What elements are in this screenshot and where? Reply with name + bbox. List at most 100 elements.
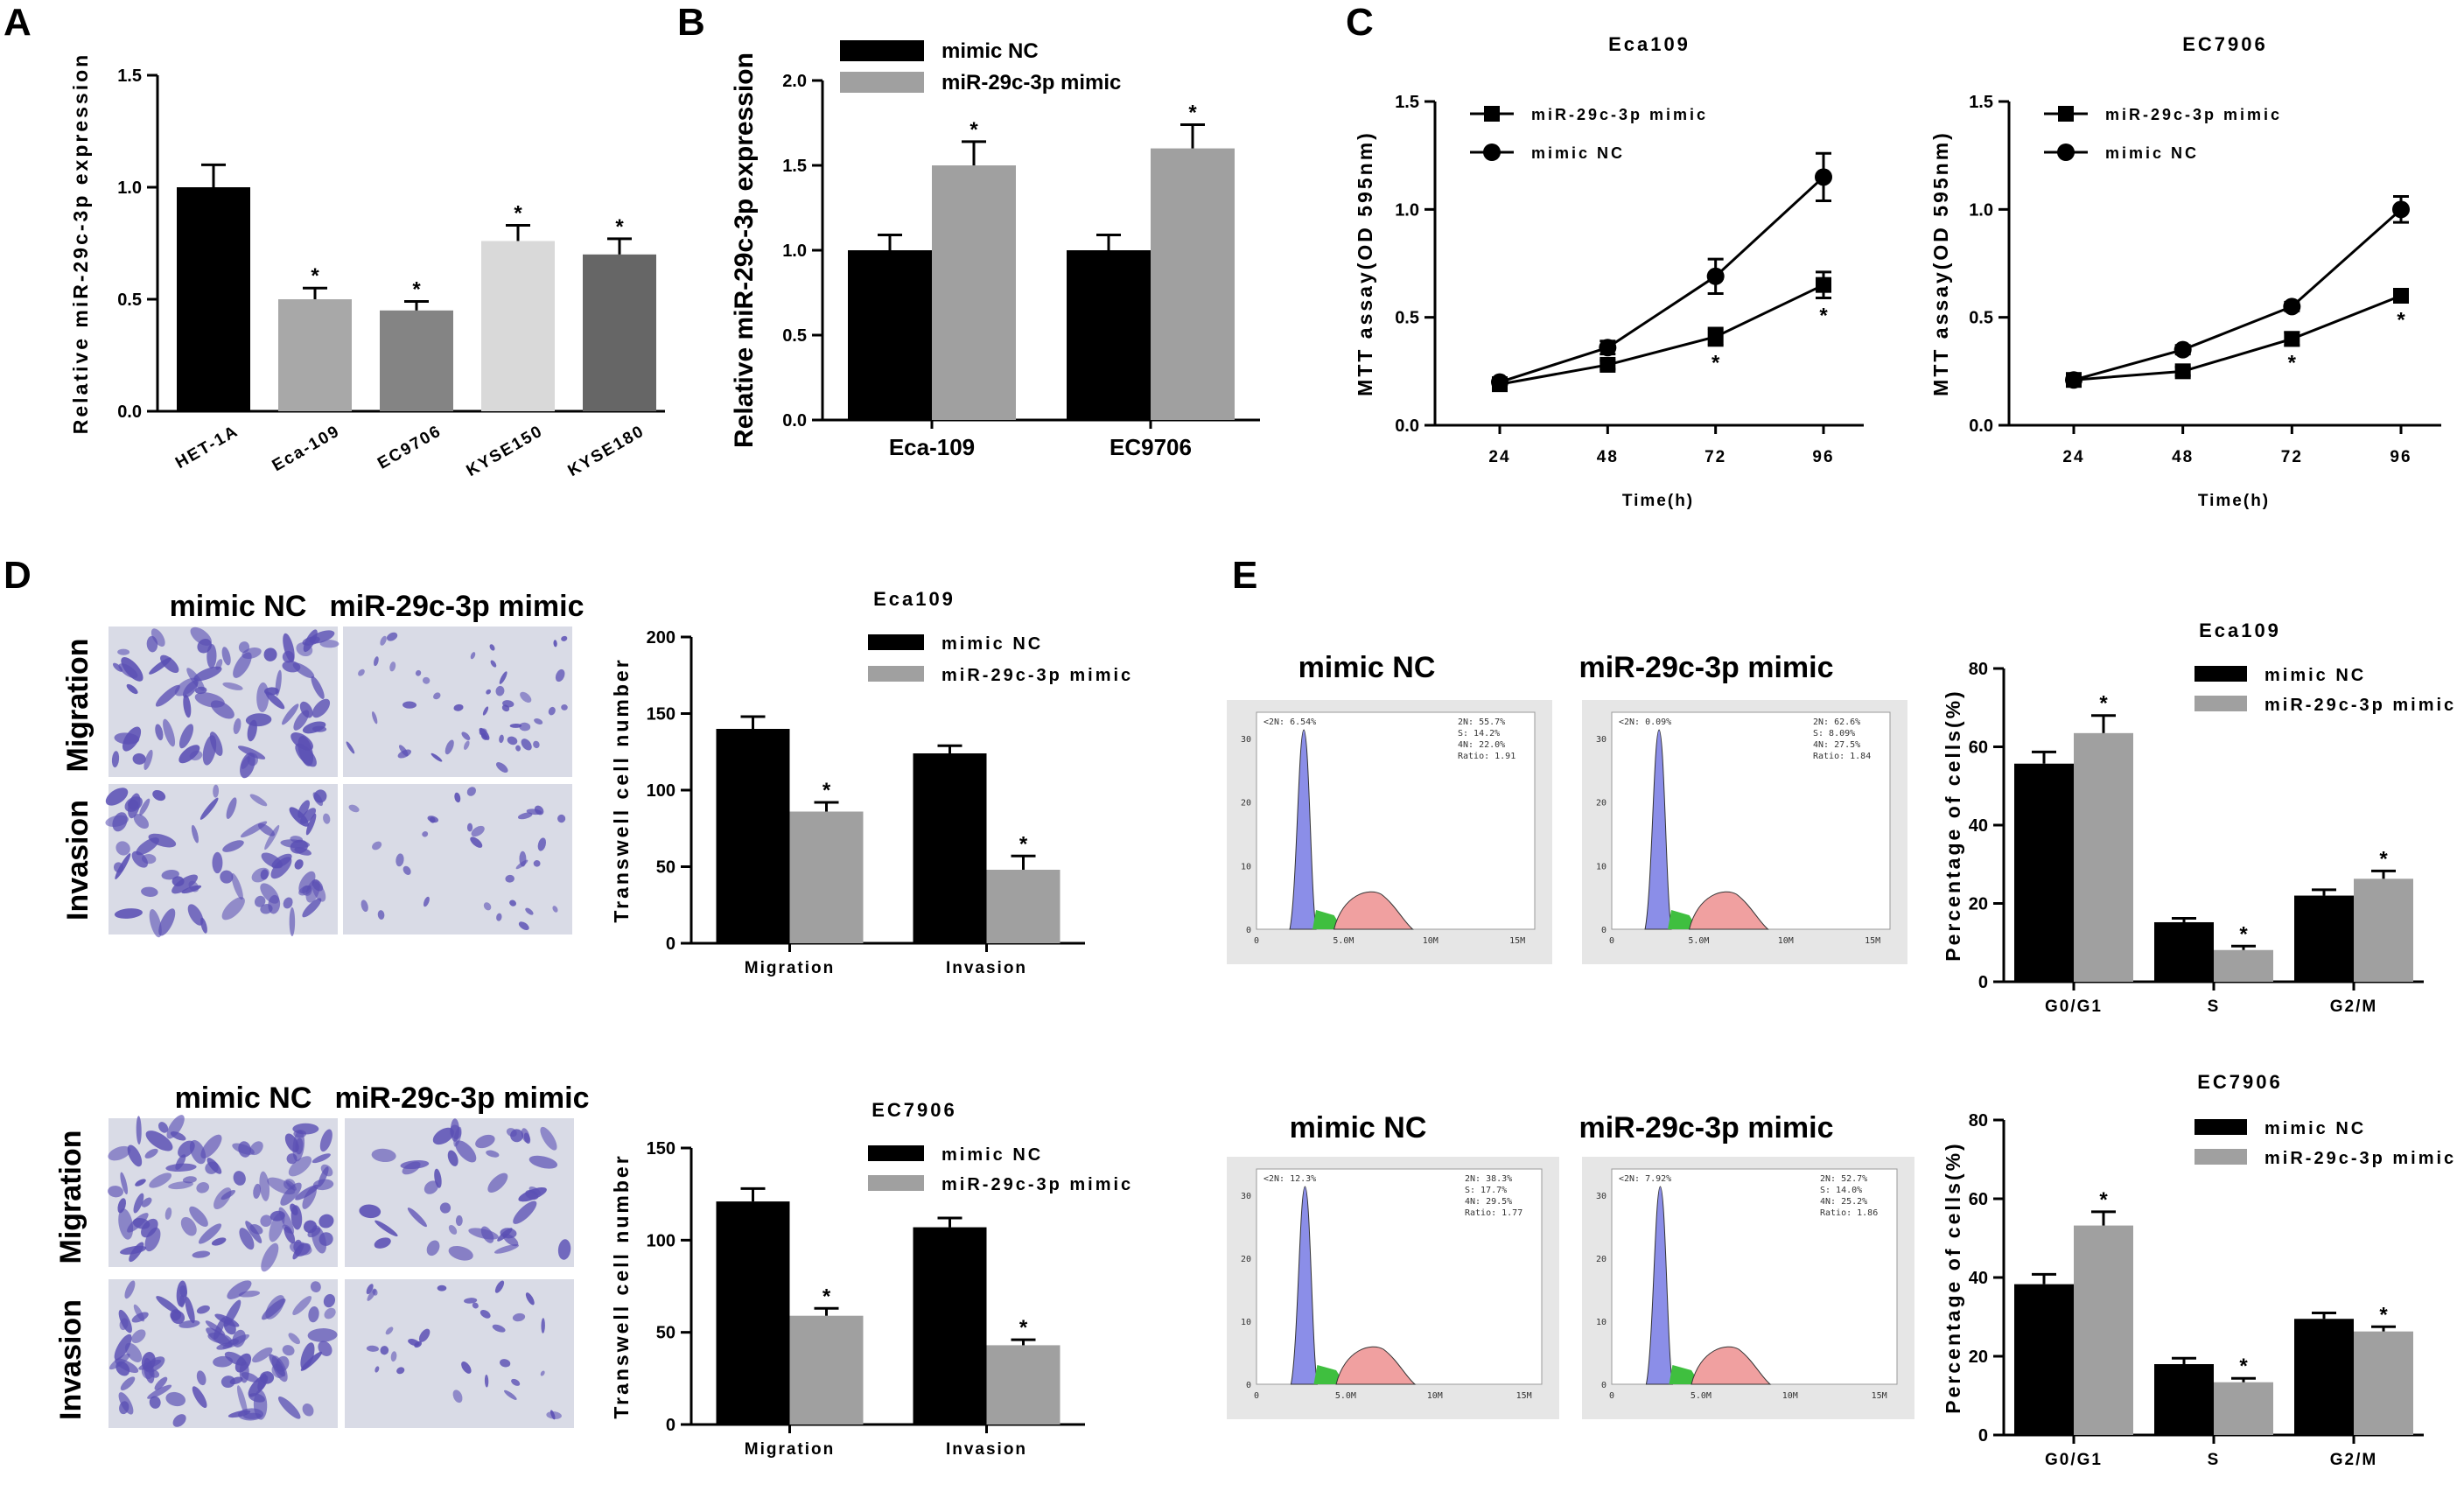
- micrograph-cell: [271, 853, 292, 869]
- micrograph-cell: [176, 1280, 187, 1307]
- micrograph-cell: [114, 908, 143, 919]
- a-x-tick-label: KYSE180: [565, 422, 648, 480]
- b-significance-star: *: [970, 118, 978, 142]
- d-bottom-col2-caption: miR-29c-3p mimic: [335, 1082, 590, 1115]
- d1-ytick-label: 50: [656, 858, 676, 878]
- flow-stat-label: Ratio: 1.84: [1813, 752, 1871, 761]
- micrograph-cell: [377, 910, 385, 920]
- micrograph-cell: [178, 1320, 200, 1328]
- micrograph-cell: [171, 1310, 186, 1325]
- flow-dip-label: <2N: 12.3%: [1264, 1174, 1316, 1184]
- flow-stat-label: S: 14.0%: [1820, 1186, 1862, 1195]
- micrograph-cell: [136, 1116, 142, 1144]
- c2-significance-star: *: [2288, 352, 2297, 375]
- micrograph-cell: [348, 804, 360, 813]
- micrograph-cell: [500, 1359, 511, 1368]
- c1-x-tick-label: 48: [1597, 448, 1619, 466]
- micrograph-cell: [374, 1366, 380, 1373]
- d2-legend-swatch: [868, 1145, 924, 1161]
- micrograph-cell: [550, 1410, 556, 1420]
- d1-significance-star: *: [1019, 832, 1028, 856]
- micrograph-cell: [499, 671, 508, 684]
- chart-e-cellcycle-eca109: 0 20 40 60 80 Percentage of cells(%) Eca109 * G0…: [1942, 620, 2454, 1016]
- flow-g1-peak: [1289, 729, 1317, 930]
- micrograph-cell: [200, 797, 219, 820]
- a-bar: [481, 241, 555, 411]
- micrograph-cell: [534, 718, 543, 724]
- micrograph-cell: [312, 1153, 331, 1164]
- micrograph-cell: [283, 897, 293, 909]
- b-ytick-label: 2.0: [782, 72, 807, 91]
- c1-x-tick-label: 72: [1704, 448, 1726, 466]
- micrograph-cell: [212, 851, 223, 874]
- a-x-tick-label: EC9706: [374, 422, 444, 473]
- micrograph-cell: [323, 813, 331, 824]
- e2-bar: [2354, 1331, 2413, 1435]
- d1-x-tick-label: Migration: [745, 959, 836, 977]
- micrograph-cell: [307, 1227, 321, 1238]
- micrograph-cell: [515, 745, 522, 752]
- micrograph-cell: [472, 1302, 479, 1309]
- micrograph-cell: [226, 797, 237, 819]
- flow-stat-label: S: 8.09%: [1813, 729, 1855, 738]
- c1-point-circle: [1815, 168, 1832, 186]
- micrograph-cell: [346, 741, 355, 754]
- flow-g1-peak: [1290, 1186, 1319, 1385]
- micrograph-cell: [359, 1204, 382, 1219]
- micrograph-cell: [290, 732, 314, 751]
- c1-point-square: [1707, 328, 1724, 345]
- flow-y-tick-label: 0: [1601, 926, 1606, 935]
- a-x-tick-label: KYSE150: [464, 422, 547, 480]
- d2-ytick-label: 150: [647, 1139, 676, 1158]
- flow-g2-peak: [1333, 891, 1415, 930]
- micrograph-cell: [220, 1376, 235, 1389]
- c2-ytick-label: 0.5: [1969, 309, 1993, 328]
- micrograph-cell: [145, 1130, 173, 1152]
- b-ytick-label: 0.0: [782, 411, 807, 430]
- flow-x-tick-label: 5.0M: [1688, 936, 1709, 946]
- e1-legend-swatch: [2194, 696, 2247, 711]
- micrograph-cell: [265, 691, 285, 710]
- micrograph-cell: [191, 824, 199, 844]
- micrograph-cell: [512, 1312, 526, 1322]
- micrograph-cell: [294, 859, 304, 870]
- flow-y-tick-label: 10: [1596, 862, 1606, 872]
- a-ytick-label: 1.0: [117, 178, 142, 198]
- c2-significance-star: *: [2397, 308, 2405, 332]
- e2-x-tick-label: G0/G1: [2045, 1451, 2103, 1469]
- micrograph-cell: [470, 836, 483, 848]
- micrograph-cell: [249, 794, 268, 807]
- micrograph-cell: [386, 632, 398, 641]
- micrograph-cell: [161, 870, 179, 880]
- micrograph-image: [345, 1279, 574, 1428]
- micrograph-cell: [380, 635, 387, 646]
- micrograph-cell: [222, 682, 243, 690]
- micrograph-cell: [214, 1313, 240, 1327]
- micrograph-cell: [482, 706, 489, 716]
- e1-legend-swatch: [2194, 666, 2247, 682]
- e1-ytick-label: 0: [1978, 973, 1988, 992]
- flow-y-tick-label: 20: [1596, 1255, 1606, 1264]
- micrograph-cell: [155, 724, 164, 741]
- micrograph-cell: [178, 724, 194, 749]
- micrograph-cell: [312, 725, 327, 732]
- e1-bar: [2154, 921, 2214, 982]
- micrograph-cell: [509, 900, 516, 906]
- micrograph-cell: [519, 722, 531, 732]
- flow-g1-peak: [1645, 1186, 1674, 1385]
- c2-x-tick-label: 48: [2172, 448, 2194, 466]
- a-ytick-label: 1.5: [117, 66, 142, 86]
- micrograph-cell: [490, 660, 497, 668]
- micrograph-cell: [292, 662, 315, 679]
- micrograph-cell: [453, 1126, 462, 1147]
- micrograph-cell: [402, 701, 417, 709]
- e2-legend-swatch: [2194, 1119, 2247, 1135]
- micrograph-cell: [471, 825, 485, 837]
- micrograph-cell: [113, 862, 124, 873]
- micrograph-cell: [240, 821, 268, 838]
- e2-title: EC7906: [2197, 1071, 2283, 1093]
- micrograph-cell: [305, 878, 320, 903]
- micrograph-cell: [131, 1329, 146, 1343]
- flow-y-tick-label: 0: [1246, 1381, 1251, 1390]
